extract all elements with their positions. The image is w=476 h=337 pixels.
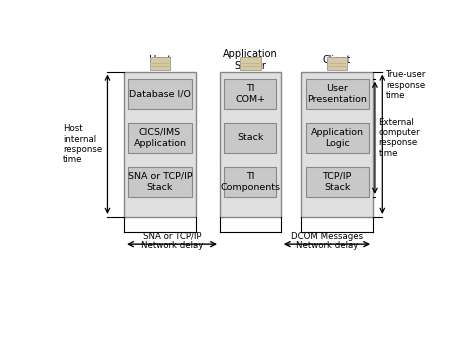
Text: Host
internal
response
time: Host internal response time bbox=[63, 124, 102, 164]
Text: CICS/IMS
Application: CICS/IMS Application bbox=[134, 128, 187, 148]
Bar bbox=[301, 71, 373, 217]
Text: External
computer
response
time: External computer response time bbox=[378, 118, 420, 158]
Bar bbox=[306, 167, 368, 197]
Bar bbox=[224, 123, 277, 153]
Bar bbox=[327, 57, 347, 70]
Bar bbox=[124, 71, 196, 217]
Text: Stack: Stack bbox=[237, 133, 264, 142]
Bar bbox=[224, 79, 277, 109]
Text: SNA or TCP/IP
Stack: SNA or TCP/IP Stack bbox=[128, 172, 192, 192]
Bar bbox=[129, 167, 191, 197]
Bar bbox=[240, 57, 260, 70]
Bar bbox=[306, 79, 368, 109]
Bar bbox=[150, 57, 170, 70]
Text: TI
COM+: TI COM+ bbox=[235, 84, 266, 104]
Text: SNA or TCP/IP: SNA or TCP/IP bbox=[143, 232, 201, 241]
Bar bbox=[224, 167, 277, 197]
Text: TCP/IP
Stack: TCP/IP Stack bbox=[322, 172, 352, 192]
Text: DCOM Messages: DCOM Messages bbox=[291, 232, 363, 241]
Text: Client: Client bbox=[323, 55, 351, 65]
Text: True-user
response
time: True-user response time bbox=[386, 70, 426, 100]
Text: User
Presentation: User Presentation bbox=[307, 84, 367, 104]
Text: Database I/O: Database I/O bbox=[129, 89, 191, 98]
Text: Application
Server: Application Server bbox=[223, 49, 278, 71]
Bar bbox=[129, 79, 191, 109]
Text: Network delay: Network delay bbox=[296, 241, 358, 250]
Text: Application
Logic: Application Logic bbox=[311, 128, 364, 148]
Text: Host: Host bbox=[149, 55, 171, 65]
Bar bbox=[129, 123, 191, 153]
Text: Network delay: Network delay bbox=[141, 241, 203, 250]
Text: TI
Components: TI Components bbox=[220, 172, 280, 192]
Bar bbox=[220, 71, 281, 217]
Bar bbox=[306, 123, 368, 153]
